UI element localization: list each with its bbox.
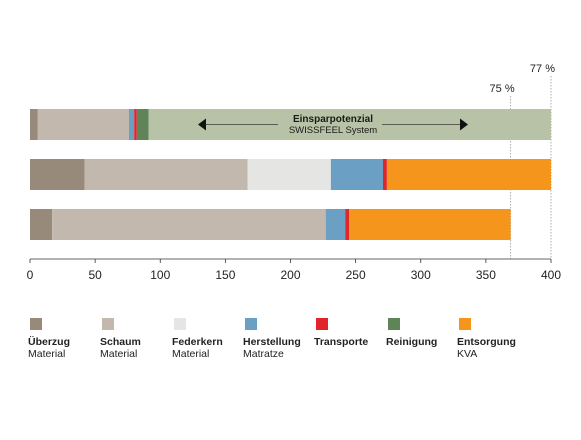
legend-title: Schaum	[100, 336, 141, 348]
legend-title: Entsorgung	[457, 336, 516, 348]
bar-segment-schaum	[84, 159, 248, 190]
x-tick-label: 100	[150, 268, 170, 282]
legend-title: Federkern	[172, 336, 223, 348]
legend-item-schaum: Schaum Material	[100, 318, 180, 360]
legend-item-federkern: Federkern Material	[172, 318, 252, 360]
annotation-title: Einsparpotenzial	[293, 114, 373, 125]
arrow-right-icon	[460, 118, 468, 131]
legend-subtitle: Material	[172, 348, 210, 360]
bar-segment-herstellung	[330, 159, 383, 190]
x-tick-label: 0	[27, 268, 34, 282]
reference-label: 75 %	[490, 83, 515, 95]
legend-swatch	[102, 318, 114, 330]
legend: Überzug Material Schaum Material Federkern Ma…	[0, 318, 581, 378]
bar-segment-entsorgung	[349, 209, 511, 240]
legend-subtitle: Material	[100, 348, 138, 360]
legend-item-ueberzug: Überzug Material	[28, 318, 108, 360]
x-tick-label: 200	[280, 268, 300, 282]
stacked-bar-chart: 75 % 77 % Einsparpotenzial SWISSFEEL Syst…	[27, 63, 562, 282]
bar-segment-schaum	[37, 109, 129, 140]
bar-segment-transporte	[134, 109, 137, 140]
bars	[30, 109, 551, 240]
legend-item-transporte: Transporte	[314, 318, 394, 348]
legend-subtitle: KVA	[457, 348, 478, 360]
legend-title: Überzug	[28, 336, 70, 348]
legend-swatch	[30, 318, 42, 330]
legend-subtitle: Matratze	[243, 348, 284, 360]
legend-item-herstellung: Herstellung Matratze	[243, 318, 323, 360]
savings-annotation: Einsparpotenzial SWISSFEEL System	[198, 114, 468, 136]
arrow-left-icon	[198, 118, 206, 131]
x-tick-label: 150	[215, 268, 235, 282]
legend-title: Reinigung	[386, 336, 438, 348]
bar-segment-reinigung	[136, 109, 149, 140]
bar-segment-herstellung	[325, 209, 346, 240]
x-tick-label: 350	[476, 268, 496, 282]
legend-item-entsorgung: Entsorgung KVA	[457, 318, 537, 360]
bar-segment-transporte	[382, 159, 387, 190]
legend-title: Transporte	[314, 336, 369, 348]
legend-swatch	[245, 318, 257, 330]
bar-segment-transporte	[345, 209, 350, 240]
bar-segment-ueberzug	[30, 159, 85, 190]
bar-segment-schaum	[52, 209, 326, 240]
reference-label: 77 %	[530, 63, 555, 75]
bar-segment-herstellung	[128, 109, 135, 140]
legend-swatch	[388, 318, 400, 330]
bar-segment-entsorgung	[386, 159, 551, 190]
legend-swatch	[316, 318, 328, 330]
annotation-subtitle: SWISSFEEL System	[289, 125, 377, 136]
bar-segment-ueberzug	[30, 109, 38, 140]
legend-item-reinigung: Reinigung	[386, 318, 466, 348]
bar-segment-federkern	[247, 159, 331, 190]
legend-subtitle: Material	[28, 348, 66, 360]
bar-2	[30, 159, 551, 190]
x-tick-label: 50	[88, 268, 102, 282]
legend-swatch	[174, 318, 186, 330]
x-tick-label: 400	[541, 268, 561, 282]
x-tick-label: 250	[346, 268, 366, 282]
legend-swatch	[459, 318, 471, 330]
legend-title: Herstellung	[243, 336, 301, 348]
x-axis: 0 50 100 150 200 250 300 350 400	[27, 258, 561, 282]
bar-3	[30, 209, 511, 240]
x-tick-label: 300	[411, 268, 431, 282]
bar-segment-ueberzug	[30, 209, 53, 240]
